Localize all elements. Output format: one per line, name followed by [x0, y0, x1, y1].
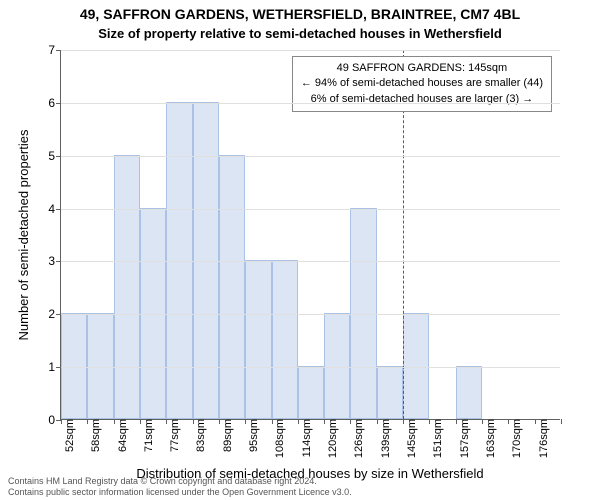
bar — [456, 366, 482, 419]
info-box-line: 49 SAFFRON GARDENS: 145sqm — [301, 61, 543, 76]
chart-title: 49, SAFFRON GARDENS, WETHERSFIELD, BRAIN… — [0, 6, 600, 22]
property-size-chart: 49, SAFFRON GARDENS, WETHERSFIELD, BRAIN… — [0, 0, 600, 500]
xtick-label: 151sqm — [430, 419, 444, 458]
grid-line — [61, 314, 560, 315]
xtick-label: 126sqm — [351, 419, 365, 458]
ytick-label: 4 — [35, 202, 61, 216]
grid-line — [61, 156, 560, 157]
grid-line — [61, 367, 560, 368]
info-box-line: ← 94% of semi-detached houses are smalle… — [301, 76, 543, 91]
bar — [61, 313, 87, 419]
footer-line-2: Contains public sector information licen… — [8, 487, 352, 498]
xtick-mark — [561, 419, 562, 424]
xtick-label: 95sqm — [246, 419, 260, 452]
xtick-label: 176sqm — [536, 419, 550, 458]
xtick-label: 89sqm — [220, 419, 234, 452]
bar — [298, 366, 324, 419]
xtick-label: 114sqm — [299, 419, 313, 457]
ytick-label: 5 — [35, 149, 61, 163]
xtick-label: 83sqm — [193, 419, 207, 452]
bar — [193, 102, 219, 419]
xtick-label: 58sqm — [88, 419, 102, 452]
xtick-label: 64sqm — [115, 419, 129, 452]
grid-line — [61, 103, 560, 104]
info-box-line: 6% of semi-detached houses are larger (3… — [301, 92, 543, 107]
plot-area: 49 SAFFRON GARDENS: 145sqm← 94% of semi-… — [60, 50, 560, 420]
grid-line — [61, 50, 560, 51]
bar — [403, 313, 429, 419]
bar — [219, 155, 245, 419]
xtick-label: 52sqm — [62, 419, 76, 452]
xtick-label: 108sqm — [272, 419, 286, 458]
xtick-label: 157sqm — [457, 419, 471, 458]
grid-line — [61, 209, 560, 210]
footer-line-1: Contains HM Land Registry data © Crown c… — [8, 476, 352, 487]
bar — [87, 313, 113, 419]
xtick-label: 71sqm — [141, 419, 155, 452]
ytick-label: 7 — [35, 43, 61, 57]
xtick-label: 120sqm — [325, 419, 339, 458]
bar — [114, 155, 140, 419]
bar — [140, 208, 166, 419]
ytick-label: 2 — [35, 307, 61, 321]
grid-line — [61, 261, 560, 262]
y-axis-title: Number of semi-detached properties — [16, 0, 31, 235]
xtick-label: 145sqm — [404, 419, 418, 458]
bar — [350, 208, 376, 419]
xtick-label: 77sqm — [167, 419, 181, 452]
bar — [324, 313, 350, 419]
bar — [245, 260, 271, 419]
ytick-label: 0 — [35, 413, 61, 427]
footer-attribution: Contains HM Land Registry data © Crown c… — [8, 476, 352, 498]
ytick-label: 1 — [35, 360, 61, 374]
bar — [166, 102, 192, 419]
ytick-label: 6 — [35, 96, 61, 110]
ytick-label: 3 — [35, 254, 61, 268]
chart-subtitle: Size of property relative to semi-detach… — [0, 26, 600, 41]
xtick-label: 170sqm — [509, 419, 523, 458]
bar — [377, 366, 403, 419]
xtick-label: 163sqm — [483, 419, 497, 458]
bar — [272, 260, 298, 419]
xtick-label: 139sqm — [378, 419, 392, 458]
